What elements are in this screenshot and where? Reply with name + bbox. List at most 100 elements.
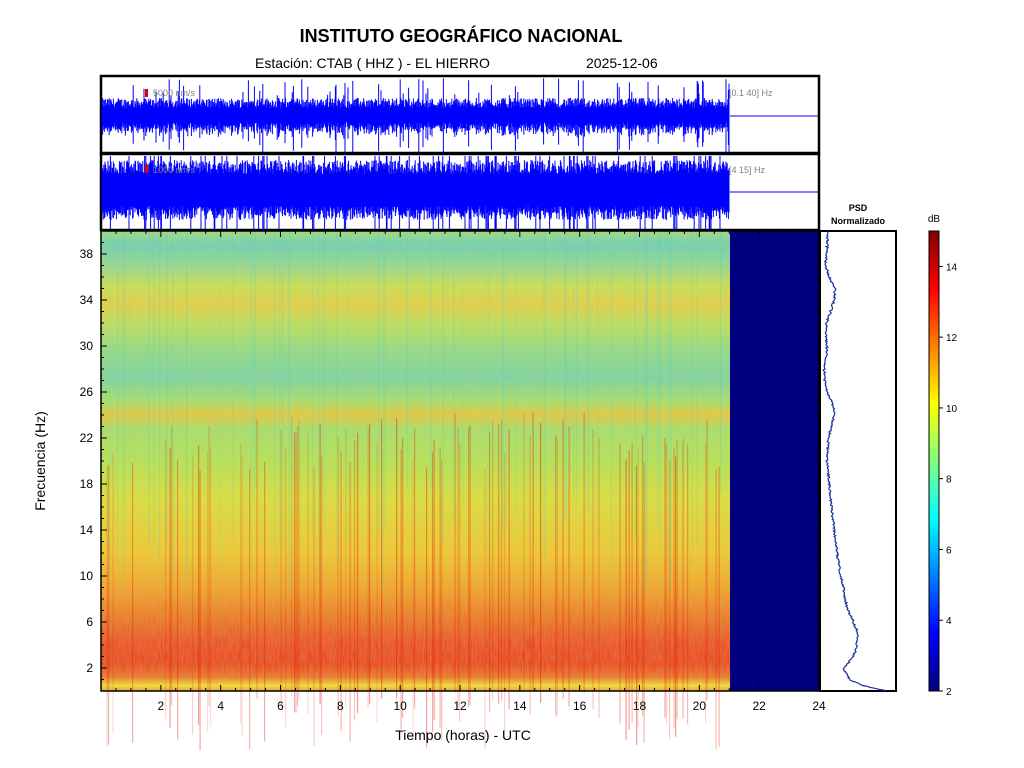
spectrogram-stripe <box>583 413 585 694</box>
spectrogram-stripe <box>660 231 662 556</box>
spectrogram-stripe <box>166 231 168 550</box>
spectrogram-stripe <box>280 430 282 710</box>
spectrogram-stripe <box>489 431 491 712</box>
trace-band-label-1: [0.1 40] Hz <box>729 88 773 98</box>
spectrogram-stripe <box>232 231 234 541</box>
spectrogram-stripe <box>501 420 503 701</box>
trace-panel-filtered: 1000 nm/s [4 15] Hz <box>99 152 821 232</box>
spectrogram-stripe <box>457 427 459 708</box>
y-tick-label: 18 <box>80 477 94 491</box>
spectrogram-stripe <box>321 455 323 735</box>
spectrogram-stripe <box>253 231 255 501</box>
x-axis-ticks: 2 4 6 8 10 12 14 16 18 20 22 24 <box>100 231 826 713</box>
trace-waveform-filtered <box>101 156 730 229</box>
spectrogram-stripe <box>636 465 638 746</box>
x-tick-label: 2 <box>157 699 164 713</box>
colorbar-gradient <box>928 230 940 692</box>
psd-title-line2: Normalizado <box>831 216 886 226</box>
spectrogram-image <box>101 231 730 691</box>
psd-curve <box>822 230 887 692</box>
spectrogram-stripe <box>186 231 188 582</box>
x-tick-label: 24 <box>812 699 826 713</box>
spectrogram-stripe <box>523 412 525 693</box>
spectrogram-stripe <box>414 428 416 709</box>
spectrogram-stripe <box>588 231 590 514</box>
spectrogram-stripe <box>177 459 179 740</box>
spectrogram-stripe <box>597 231 599 540</box>
spectrogram-stripe <box>123 231 125 596</box>
spectrogram-stripe <box>381 418 383 699</box>
spectrogram-stripe <box>153 231 155 545</box>
spectrogram-stripe <box>502 231 504 533</box>
spectrogram-stripe <box>459 442 461 723</box>
spectrogram-stripe <box>442 231 444 542</box>
spectrogram-time-stripes <box>106 231 722 751</box>
spectrogram-stripe <box>210 446 212 727</box>
spectrogram-stripe <box>129 231 131 489</box>
spectrogram-stripe <box>285 447 287 728</box>
trace-scale-label-1: 5000 nm/s <box>153 88 196 98</box>
trace-panel-broadband: 5000 nm/s [0.1 40] Hz <box>99 74 821 158</box>
trace-waveform-broadband <box>101 78 730 158</box>
spectrogram-stripe <box>666 444 668 725</box>
spectrogram-stripe <box>504 452 506 732</box>
spectrogram-stripe <box>279 231 281 540</box>
spectrogram-stripe <box>406 231 408 488</box>
colorbar-tick-label: 2 <box>946 687 952 698</box>
y-tick-label: 22 <box>80 431 94 445</box>
spectrogram-stripe <box>687 444 689 725</box>
spectrogram-stripe <box>634 231 636 540</box>
spectrogram-stripe <box>282 231 284 551</box>
spectrogram-nodata-region <box>730 231 819 691</box>
trace-band-label-2: [4 15] Hz <box>729 165 766 175</box>
spectrogram-stripe <box>349 462 351 742</box>
spectrogram-stripe <box>249 469 251 750</box>
spectrogram-stripe <box>402 437 404 718</box>
y-axis-label: Frecuencia (Hz) <box>32 411 48 511</box>
spectrogram-stripe <box>514 231 516 513</box>
spectrogram-stripe <box>412 460 414 741</box>
spectrogram-stripe <box>673 447 675 728</box>
spectrogram-stripe <box>682 438 684 719</box>
spectrogram-stripe <box>291 416 293 697</box>
spectrogram-stripe <box>576 231 578 507</box>
colorbar-ticks: 2 4 6 8 10 12 14 <box>939 262 958 698</box>
spectrogram-stripe <box>345 428 347 709</box>
date-label: 2025-12-06 <box>586 55 658 71</box>
colorbar-tick-label: 8 <box>946 475 952 486</box>
spectrogram-stripe <box>676 438 678 719</box>
spectrogram-stripe <box>487 231 489 568</box>
spectrogram-stripe <box>208 426 210 706</box>
spectrogram-stripe <box>562 419 564 700</box>
colorbar-tick-label: 12 <box>946 333 958 344</box>
spectrogram-stripe <box>172 231 174 577</box>
spectrogram-stripe <box>319 424 321 705</box>
spectrogram-stripe <box>637 447 639 728</box>
scale-marker-1 <box>145 89 148 97</box>
spectrogram-stripe <box>453 231 455 521</box>
spectrogram-stripe <box>117 231 119 565</box>
x-tick-label: 20 <box>693 699 707 713</box>
spectrogram-stripe <box>312 231 314 537</box>
spectrogram-stripe <box>691 231 693 564</box>
spectrogram-stripe <box>250 231 252 572</box>
spectrogram-stripe <box>159 231 161 559</box>
spectrogram-stripe <box>439 447 441 728</box>
spectrogram-stripe <box>264 461 266 742</box>
spectrogram-stripe <box>382 231 384 589</box>
x-tick-label: 12 <box>453 699 467 713</box>
y-tick-label: 14 <box>80 523 94 537</box>
spectrogram-stripe <box>324 231 326 534</box>
spectrogram-stripe <box>112 453 114 734</box>
spectrogram-stripe <box>469 425 471 706</box>
y-tick-label: 38 <box>80 247 94 261</box>
spectrogram-stripe <box>718 466 720 747</box>
spectrogram-stripe <box>220 231 222 569</box>
spectrogram-stripe <box>645 231 647 596</box>
x-tick-label: 6 <box>277 699 284 713</box>
spectrogram-stripe <box>540 422 542 703</box>
spectrogram-stripe <box>715 469 717 750</box>
colorbar-unit-label: dB <box>928 214 941 225</box>
spectrogram-stripe <box>367 428 369 708</box>
spectrogram-stripe <box>568 426 570 707</box>
